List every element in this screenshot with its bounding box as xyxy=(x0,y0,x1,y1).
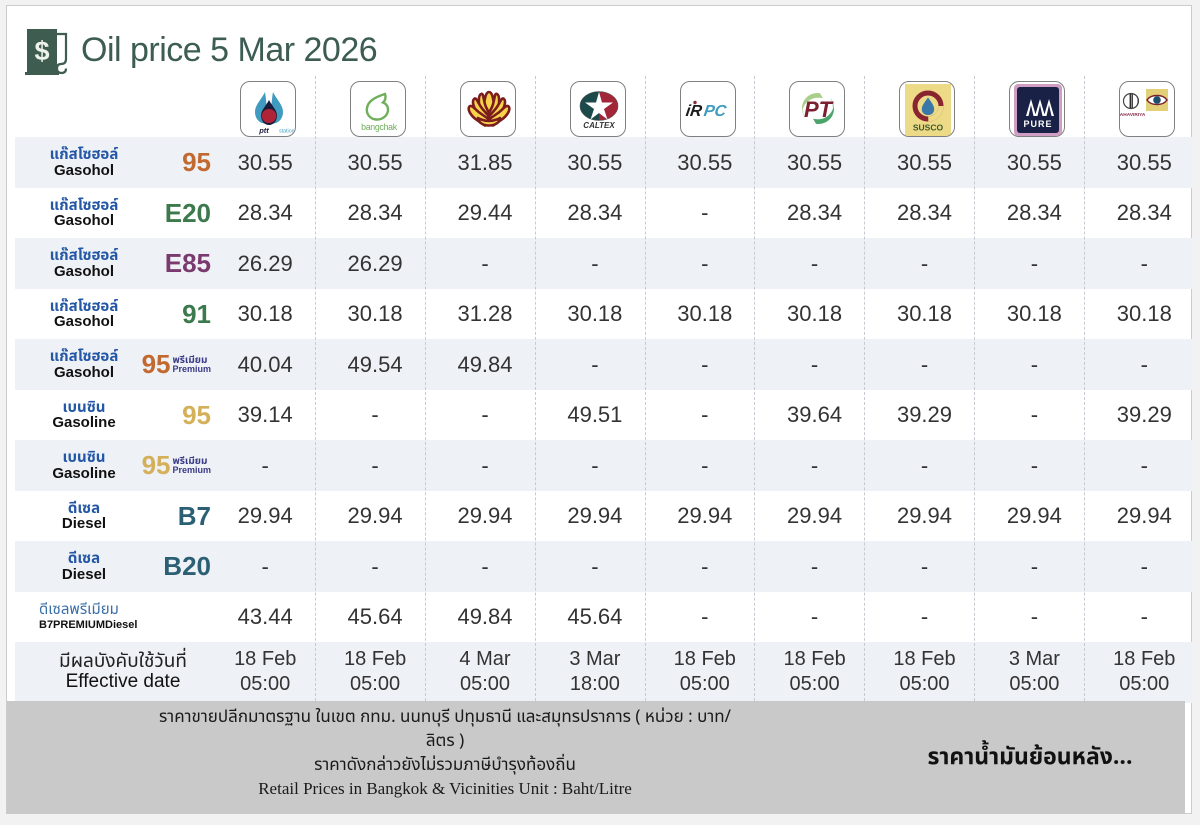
svg-text:CALTEX: CALTEX xyxy=(583,121,615,130)
svg-text:ptt: ptt xyxy=(258,126,269,135)
svg-text:bangchak: bangchak xyxy=(361,122,398,132)
svg-text:SUSCO: SUSCO xyxy=(913,123,944,133)
svg-text:SAHAVIRIYA: SAHAVIRIYA xyxy=(1120,112,1146,118)
svg-text:PT: PT xyxy=(804,97,834,122)
svg-text:iR: iR xyxy=(684,102,703,120)
svg-text:PURE: PURE xyxy=(1024,119,1053,129)
svg-text:station: station xyxy=(279,129,295,135)
svg-text:PC: PC xyxy=(702,102,727,120)
